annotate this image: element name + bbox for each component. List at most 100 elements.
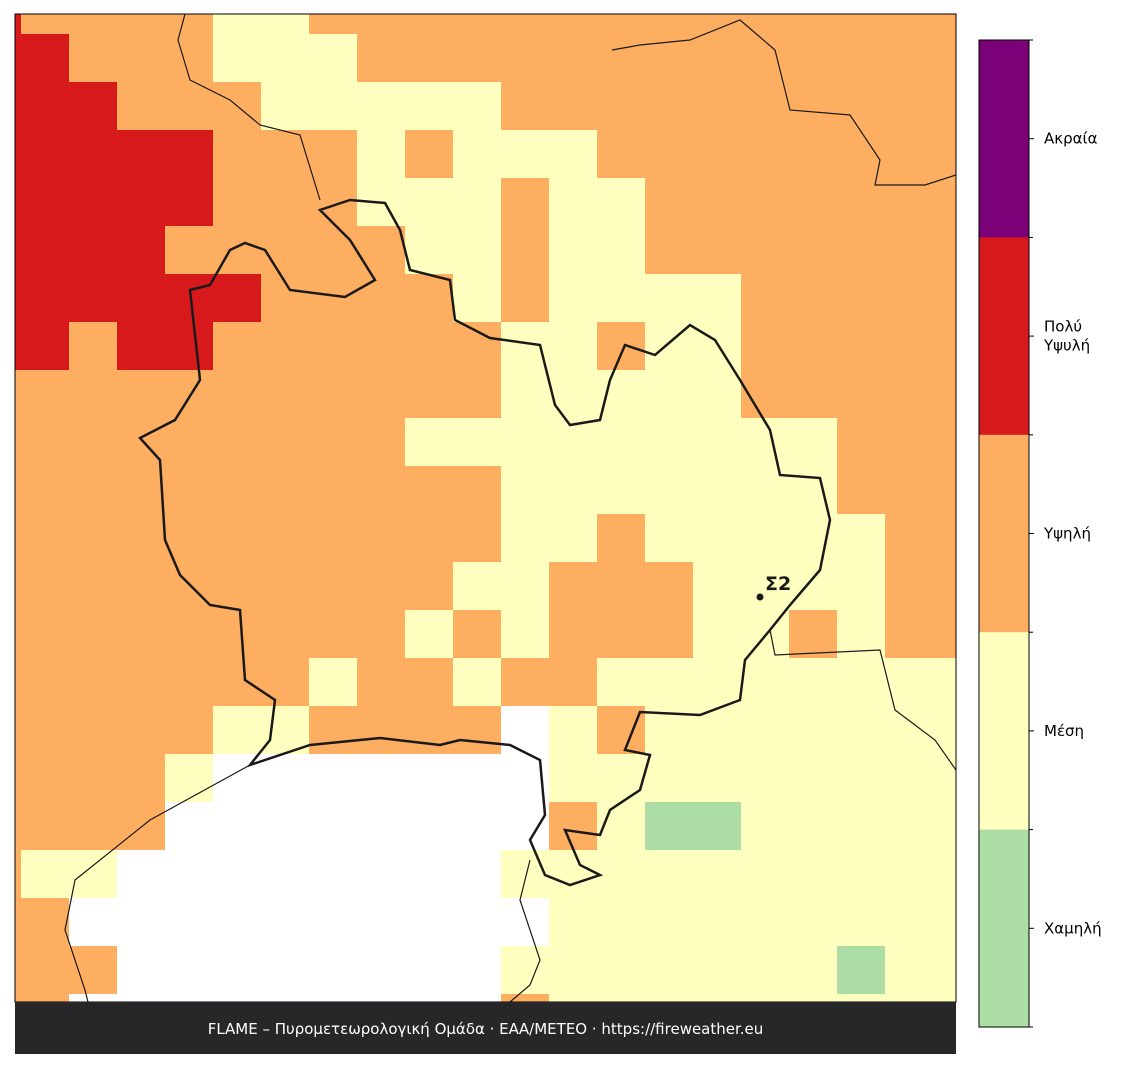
grid-cell — [357, 994, 406, 1002]
grid-cell — [549, 82, 598, 131]
grid-cell — [165, 658, 214, 707]
grid-cell — [21, 562, 70, 611]
grid-cell — [645, 418, 694, 467]
grid-cell — [789, 370, 838, 419]
grid-cell — [741, 754, 790, 803]
grid-cell — [21, 82, 70, 131]
grid-cell — [885, 658, 934, 707]
grid-cell — [21, 946, 70, 995]
grid-cell — [405, 418, 454, 467]
grid-cell — [309, 14, 358, 35]
grid-cell — [69, 130, 118, 179]
grid-cell — [693, 82, 742, 131]
grid-cell — [309, 658, 358, 707]
grid-cell — [309, 946, 358, 995]
grid-cell — [453, 994, 502, 1002]
grid-cell — [741, 898, 790, 947]
grid-cell — [261, 706, 310, 755]
grid-cell — [645, 994, 694, 1002]
grid-cell — [21, 802, 70, 851]
grid-cell — [21, 370, 70, 419]
grid-cell — [837, 418, 886, 467]
grid-cell — [165, 754, 214, 803]
grid-cell — [69, 82, 118, 131]
grid-cell — [789, 226, 838, 275]
grid-cell — [501, 130, 550, 179]
grid-cell — [933, 130, 956, 179]
grid-cell — [309, 514, 358, 563]
grid-cell — [213, 370, 262, 419]
grid-cell — [501, 322, 550, 371]
grid-cell — [501, 274, 550, 323]
grid-cell — [693, 418, 742, 467]
grid-cell — [837, 178, 886, 227]
grid-cell — [213, 418, 262, 467]
grid-cell — [309, 898, 358, 947]
grid-cell — [261, 14, 310, 35]
grid-cell — [741, 226, 790, 275]
grid-cell — [885, 514, 934, 563]
grid-cell — [117, 274, 166, 323]
grid-cell — [405, 658, 454, 707]
grid-cell — [357, 418, 406, 467]
grid-cell — [645, 514, 694, 563]
grid-cell — [21, 898, 70, 947]
grid-cell — [837, 82, 886, 131]
grid-cell — [405, 322, 454, 371]
footer-bar — [15, 1002, 956, 1054]
grid-cell — [885, 802, 934, 851]
grid-cell — [597, 418, 646, 467]
grid-cell — [597, 562, 646, 611]
grid-cell — [21, 274, 70, 323]
grid-cell — [357, 562, 406, 611]
grid-cell — [549, 178, 598, 227]
grid-cell — [21, 754, 70, 803]
grid-cell — [309, 850, 358, 899]
grid-cell — [117, 898, 166, 947]
grid-cell — [933, 802, 956, 851]
country-border — [611, 19, 956, 186]
grid-cell — [117, 706, 166, 755]
grid-cell — [789, 610, 838, 659]
grid-cell — [789, 14, 838, 35]
grid-cell — [885, 322, 934, 371]
grid-cell — [405, 514, 454, 563]
grid-cell — [165, 946, 214, 995]
grid-cell — [693, 754, 742, 803]
grid-cell — [453, 130, 502, 179]
grid-cell — [933, 322, 956, 371]
grid-cell — [549, 514, 598, 563]
grid-cell — [549, 466, 598, 515]
grid-cell — [309, 226, 358, 275]
grid-cell — [405, 706, 454, 755]
country-border — [177, 14, 321, 201]
grid-cell — [933, 226, 956, 275]
grid-cell — [597, 994, 646, 1002]
grid-cell — [789, 898, 838, 947]
grid-cell — [501, 946, 550, 995]
grid-cell — [15, 418, 22, 467]
grid-cell — [309, 610, 358, 659]
grid-cell — [405, 226, 454, 275]
grid-cell — [597, 754, 646, 803]
legend-label: Μέση — [1044, 722, 1084, 740]
colorbar-segment — [979, 237, 1029, 436]
grid-cell — [837, 34, 886, 83]
grid-cell — [933, 706, 956, 755]
grid-cell — [933, 850, 956, 899]
legend-label: Πολύ — [1044, 318, 1082, 336]
grid-cell — [549, 130, 598, 179]
grid-cell — [501, 514, 550, 563]
grid-cell — [165, 466, 214, 515]
grid-cell — [693, 706, 742, 755]
coastline — [64, 764, 251, 1002]
grid-cell — [69, 322, 118, 371]
grid-cell — [261, 514, 310, 563]
grid-cell — [645, 562, 694, 611]
grid-cell — [117, 82, 166, 131]
legend-label: Υψηλή — [1043, 525, 1091, 543]
grid-cell — [837, 322, 886, 371]
grid-cell — [261, 802, 310, 851]
grid-cell — [453, 82, 502, 131]
grid-cell — [789, 850, 838, 899]
